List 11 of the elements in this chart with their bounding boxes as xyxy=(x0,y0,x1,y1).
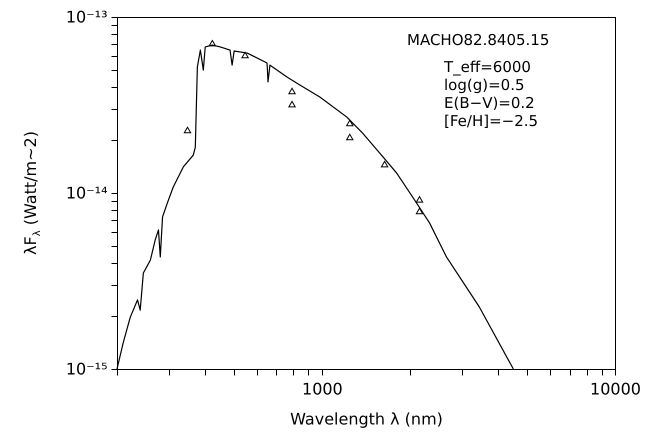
x-tick-label: 10000 xyxy=(590,380,641,398)
y-tick-label: 10⁻¹³ xyxy=(66,8,108,26)
y-tick-label: 10⁻¹⁵ xyxy=(66,360,108,378)
x-axis-title: Wavelength λ (nm) xyxy=(290,410,443,428)
annotation: T_eff=6000 xyxy=(443,58,531,76)
y-tick-label: 10⁻¹⁴ xyxy=(66,184,108,202)
annotation: MACHO82.8405.15 xyxy=(407,31,550,49)
annotation: E(B−V)=0.2 xyxy=(444,94,535,112)
annotation: log(g)=0.5 xyxy=(444,76,525,94)
annotation: [Fe/H]=−2.5 xyxy=(444,112,538,130)
x-tick-label: 1000 xyxy=(302,380,343,398)
